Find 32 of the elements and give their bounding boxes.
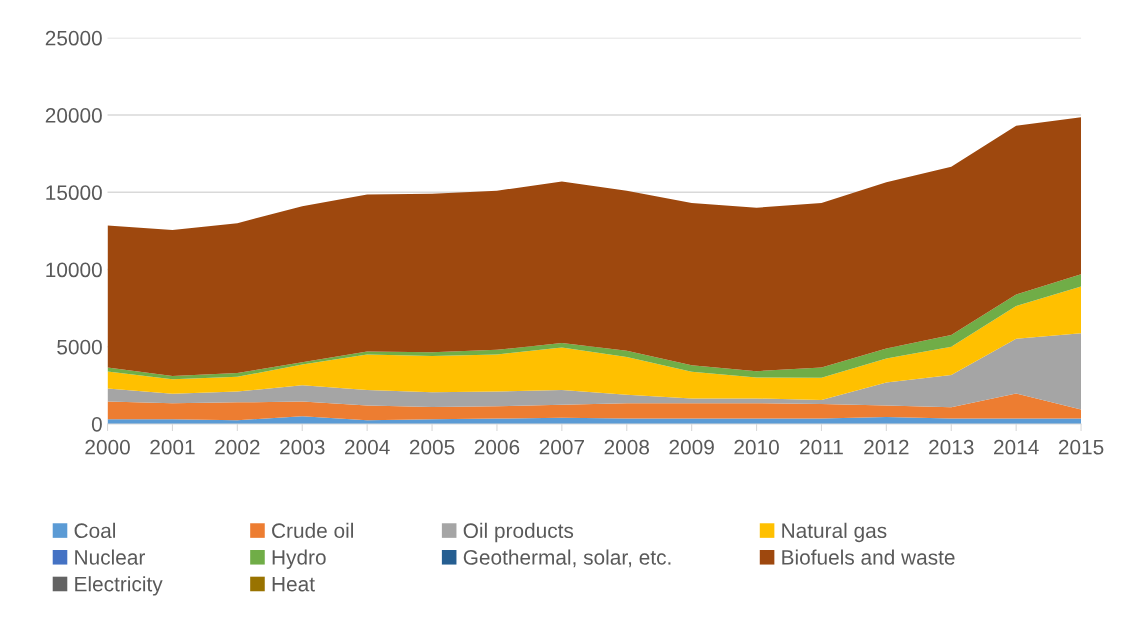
x-tick-label: 2009 [669, 439, 714, 455]
legend-label: Crude oil [272, 522, 353, 539]
x-tick-label: 2007 [539, 439, 584, 455]
x-tick-label: 2011 [800, 439, 843, 455]
x-tick-label: 2012 [864, 439, 909, 455]
x-tick-label: 2000 [85, 439, 130, 455]
legend-label: Geothermal, solar, etc. [463, 549, 671, 568]
legend-label: Hydro [272, 549, 326, 569]
y-tick-label: 10000 [46, 262, 102, 278]
x-tick-label: 2013 [929, 439, 974, 455]
x-tick-label: 2001 [150, 439, 195, 455]
y-tick-label: 20000 [45, 108, 102, 123]
legend-label: Nuclear [75, 549, 145, 565]
legend-label: Biofuels and waste [782, 549, 955, 565]
x-tick-label: 2015 [1058, 439, 1104, 455]
legend-label: Natural gas [782, 522, 887, 543]
x-tick-label: 2008 [604, 439, 650, 455]
x-tick-label: 2004 [345, 439, 390, 455]
y-tick-label: 25000 [45, 30, 102, 46]
y-tick-label: 15000 [46, 185, 102, 201]
x-tick-label: 2010 [734, 439, 779, 455]
x-tick-label: 2014 [994, 439, 1039, 455]
legend-label: Electricity [75, 576, 163, 596]
x-tick-label: 2002 [215, 439, 260, 455]
x-tick-label: 2005 [409, 439, 455, 455]
legend-label: Oil products [463, 522, 574, 543]
y-tick-label: 5000 [57, 339, 102, 355]
legend-label: Heat [272, 576, 315, 592]
x-tick-label: 2003 [280, 439, 325, 455]
legend-label: Coal [74, 522, 115, 539]
x-tick-label: 2006 [474, 439, 520, 455]
y-tick-label: 0 [91, 416, 102, 432]
